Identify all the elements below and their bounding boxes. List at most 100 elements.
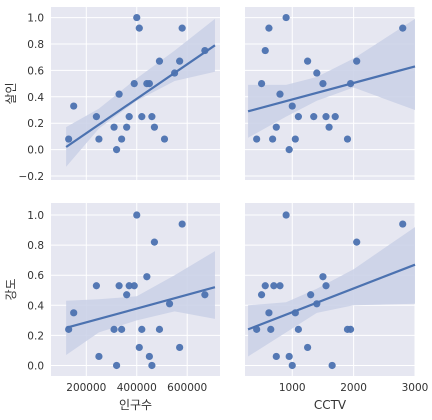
data-point <box>112 146 121 154</box>
data-point <box>115 282 123 290</box>
data-point <box>288 361 296 370</box>
data-point <box>135 343 143 352</box>
y-tick-label: 0.4 <box>27 92 44 104</box>
data-point <box>288 102 296 110</box>
data-point <box>176 343 184 352</box>
data-point <box>319 273 327 281</box>
y-tick-label: −0.2 <box>19 171 45 183</box>
data-point <box>118 325 126 333</box>
data-point <box>272 123 280 131</box>
data-point <box>176 57 184 65</box>
y-tick-label: 0.6 <box>27 270 44 282</box>
data-point <box>70 309 78 317</box>
x-tick-label: 400000 <box>117 382 157 394</box>
data-point <box>155 57 164 65</box>
data-point <box>92 282 101 290</box>
data-point <box>257 79 266 88</box>
data-point <box>95 352 103 361</box>
data-point <box>313 300 321 308</box>
data-point <box>160 135 169 143</box>
data-point <box>276 282 284 290</box>
data-point <box>112 361 121 370</box>
data-point <box>135 24 143 32</box>
x-tick-label: 1000 <box>279 382 306 394</box>
data-point <box>125 113 133 121</box>
data-point <box>65 325 73 333</box>
data-point <box>92 113 101 121</box>
y-tick-label: 0.0 <box>27 360 44 372</box>
x-tick-label: 600000 <box>167 382 207 394</box>
data-point <box>353 238 361 246</box>
data-point <box>322 113 330 121</box>
data-point <box>178 220 186 228</box>
data-point <box>253 135 261 143</box>
data-point <box>133 13 141 22</box>
data-point <box>123 123 131 131</box>
regression-line <box>247 263 416 331</box>
panel-pop-murder: 1.0 0.8 0.6 0.4 0.2 0.0 −0.2 살인 <box>4 7 220 183</box>
y-tick-label: 1.0 <box>27 210 44 222</box>
y-tick-label: 0.4 <box>27 300 44 312</box>
panel-pop-robbery: 1.0 0.8 0.6 0.4 0.2 0.0 200000 400000 600000 강도인구… <box>4 203 220 412</box>
data-point <box>276 90 284 98</box>
data-point <box>65 135 73 143</box>
y-tick-label: 0.2 <box>27 118 44 130</box>
confidence-band <box>66 251 215 355</box>
data-point <box>130 282 138 290</box>
data-point <box>313 69 321 77</box>
panel-cctv-murder <box>245 7 416 180</box>
y-tick-label: 0.0 <box>27 145 44 157</box>
data-point <box>399 220 407 228</box>
y-tick-label: 0.6 <box>27 65 44 77</box>
data-point <box>125 282 133 290</box>
data-point <box>303 57 312 65</box>
regression-line <box>65 44 216 148</box>
data-point <box>178 24 186 32</box>
data-point <box>285 352 293 361</box>
data-point <box>294 325 302 333</box>
data-point <box>143 273 151 281</box>
y-tick-label: 0.2 <box>27 330 44 342</box>
confidence-band <box>66 18 215 167</box>
confidence-band <box>248 227 415 357</box>
data-point <box>261 46 269 55</box>
data-point <box>346 79 355 88</box>
data-point <box>133 211 141 219</box>
x-axis-label: 인구수 <box>119 398 152 412</box>
data-point <box>285 146 293 154</box>
data-point <box>201 291 209 299</box>
data-point <box>328 361 336 370</box>
data-point <box>267 325 275 333</box>
data-point <box>257 291 266 299</box>
data-point <box>353 57 361 65</box>
data-point <box>130 79 138 88</box>
data-point <box>138 325 146 333</box>
data-point <box>303 343 312 352</box>
data-point <box>307 291 315 299</box>
data-point <box>123 291 131 299</box>
data-point <box>201 46 209 55</box>
y-tick-label: 0.8 <box>27 39 44 51</box>
data-point <box>282 13 290 22</box>
data-point <box>265 309 273 317</box>
data-point <box>346 325 355 333</box>
data-point <box>272 352 280 361</box>
x-tick-label: 3000 <box>402 382 429 394</box>
data-point <box>282 211 290 219</box>
data-point <box>319 79 327 88</box>
x-tick-label: 200000 <box>66 382 106 394</box>
regression-line <box>65 286 216 329</box>
y-axis-label: 강도 <box>4 278 18 300</box>
data-point <box>148 361 156 370</box>
data-point <box>270 282 278 290</box>
panel-cctv-robbery: 1000 2000 3000 CCTV <box>245 203 428 412</box>
data-point <box>170 69 179 77</box>
data-point <box>110 123 118 131</box>
data-point <box>291 135 299 143</box>
data-point <box>118 135 126 143</box>
data-point <box>150 238 159 246</box>
regression-line <box>247 65 416 113</box>
x-axis-label: CCTV <box>314 398 347 412</box>
data-point <box>294 113 302 121</box>
data-point <box>322 282 330 290</box>
